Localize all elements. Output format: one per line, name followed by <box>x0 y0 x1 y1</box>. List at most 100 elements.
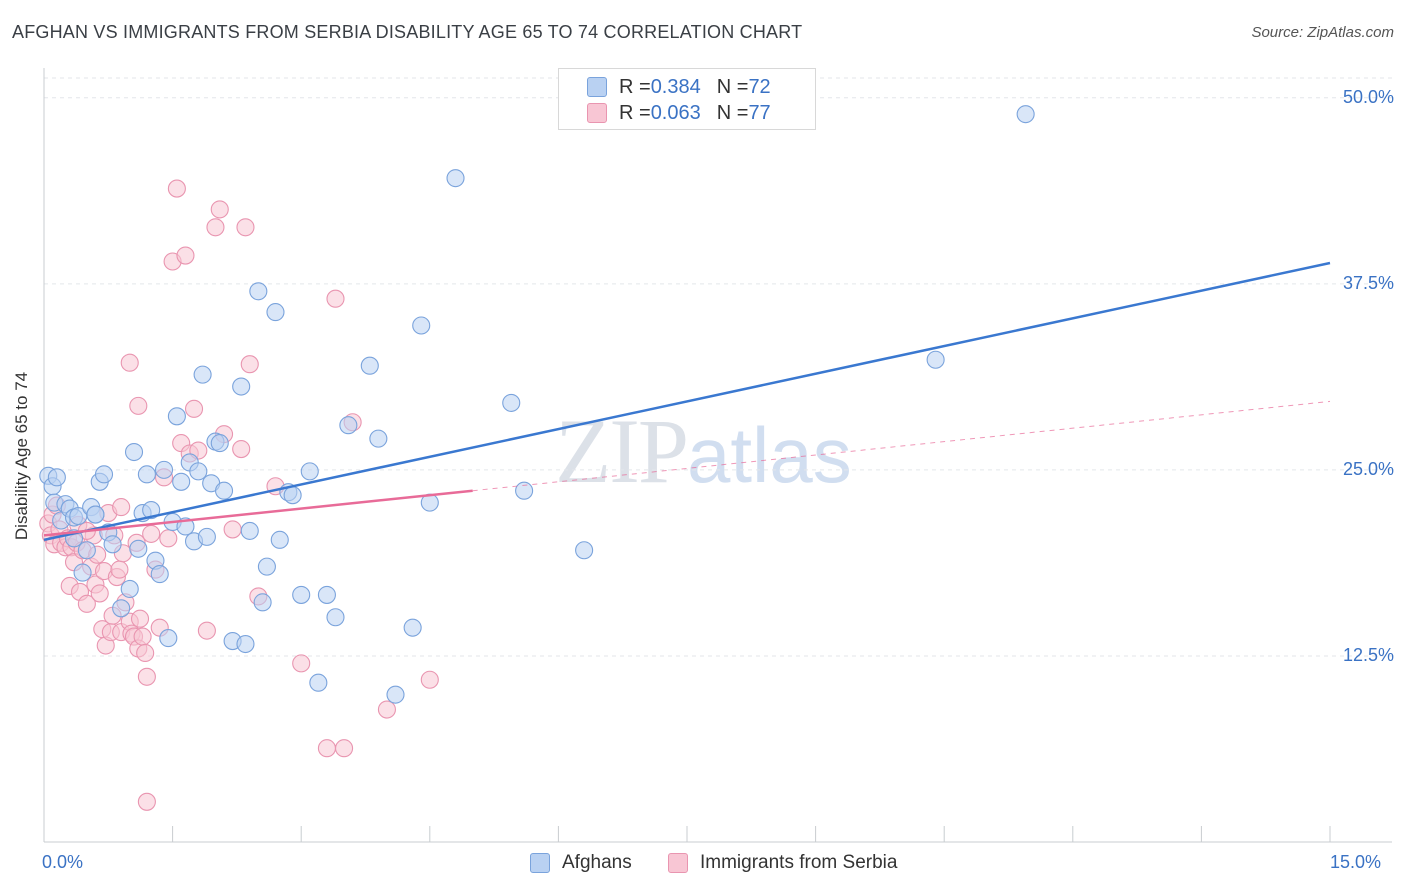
legend-row-serbia: R = 0.063 N = 77 <box>587 102 771 124</box>
stats-legend: R = 0.384 N = 72 R = 0.063 N = 77 <box>558 68 816 130</box>
data-point <box>926 350 945 369</box>
data-point <box>360 356 379 375</box>
y-tick-label: 12.5% <box>1342 644 1394 665</box>
data-point <box>137 792 156 811</box>
data-point <box>124 442 144 462</box>
data-point <box>386 685 405 704</box>
data-point <box>120 353 139 372</box>
trend-line <box>43 261 1331 542</box>
axes <box>43 68 1392 843</box>
data-point <box>232 439 251 459</box>
data-point <box>86 505 105 524</box>
series-serbia <box>39 179 439 811</box>
data-point <box>335 739 354 758</box>
data-point <box>420 670 439 689</box>
data-point <box>317 585 336 604</box>
data-point <box>130 609 150 628</box>
chart-title: AFGHAN VS IMMIGRANTS FROM SERBIA DISABIL… <box>12 22 803 42</box>
data-point <box>223 520 242 539</box>
data-point <box>184 399 204 418</box>
y-tick-label: 37.5% <box>1342 272 1394 293</box>
data-point <box>240 355 259 374</box>
legend-swatch-afghans <box>587 77 607 97</box>
legend-r-label: R = <box>619 101 651 124</box>
data-point <box>77 594 96 613</box>
data-point <box>112 599 131 618</box>
watermark-zip: ZIP <box>555 400 689 502</box>
watermark: ZIPatlas <box>555 398 852 504</box>
data-point <box>236 218 255 237</box>
legend-row-afghans: R = 0.384 N = 72 <box>587 76 771 98</box>
data-point <box>189 462 208 481</box>
data-point <box>292 654 311 673</box>
trend-line <box>43 489 473 537</box>
data-point <box>129 396 148 415</box>
bottom-legend-swatch-serbia <box>668 853 688 873</box>
x-tick-min: 0.0% <box>42 852 84 872</box>
data-point <box>300 462 319 481</box>
data-point <box>210 200 229 219</box>
data-point <box>253 593 272 612</box>
data-point <box>249 282 268 301</box>
data-point <box>193 365 212 384</box>
data-point <box>110 560 129 579</box>
data-point <box>309 673 328 692</box>
legend-n-label: N = <box>716 101 749 124</box>
legend-r-value: 0.384 <box>650 75 701 98</box>
bottom-legend-label-afghans: Afghans <box>562 852 632 873</box>
trend-line-extension <box>472 400 1331 492</box>
data-point <box>172 472 191 491</box>
trend-lines <box>43 261 1331 542</box>
data-point <box>377 700 396 719</box>
watermark-atlas: atlas <box>687 411 852 499</box>
data-point <box>232 377 251 396</box>
data-point <box>142 501 161 520</box>
data-point <box>167 407 186 426</box>
data-point <box>575 541 594 560</box>
data-point <box>136 643 155 663</box>
data-point <box>142 524 161 543</box>
series-afghans <box>39 105 1035 704</box>
source-label: Source: ZipAtlas.com <box>1251 24 1394 41</box>
data-point <box>73 563 92 582</box>
data-point <box>210 434 229 453</box>
data-point <box>90 584 109 603</box>
data-point <box>240 521 259 540</box>
data-point <box>129 539 148 558</box>
data-point <box>292 585 311 604</box>
data-point <box>339 416 358 435</box>
data-point <box>236 634 255 654</box>
bottom-legend-serbia: Immigrants from Serbia <box>668 852 897 874</box>
data-point <box>266 303 285 322</box>
data-point <box>270 530 289 549</box>
data-point <box>206 218 225 237</box>
data-point <box>103 535 122 554</box>
data-point <box>1016 105 1035 124</box>
data-point <box>403 618 422 637</box>
legend-n-value: 77 <box>748 101 771 124</box>
x-tick-max: 15.0% <box>1330 852 1382 872</box>
data-point <box>176 246 195 265</box>
data-point <box>326 289 345 308</box>
data-point <box>112 498 131 517</box>
data-point <box>167 179 186 198</box>
data-point <box>257 557 276 576</box>
data-point <box>77 541 96 560</box>
legend-swatch-serbia <box>587 103 607 123</box>
data-point <box>317 739 336 758</box>
data-point <box>369 429 388 448</box>
legend-n-value: 72 <box>748 75 771 98</box>
data-point <box>94 465 114 484</box>
y-axis-label: Disability Age 65 to 74 <box>12 371 31 541</box>
data-point <box>159 529 178 548</box>
data-point <box>150 565 169 584</box>
data-point <box>446 169 465 188</box>
data-point <box>133 627 152 646</box>
bottom-legend-afghans: Afghans <box>530 852 632 874</box>
data-point <box>137 667 156 686</box>
data-point <box>283 486 302 505</box>
data-point <box>159 629 178 648</box>
data-point <box>120 579 139 599</box>
legend-r-label: R = <box>619 75 651 98</box>
